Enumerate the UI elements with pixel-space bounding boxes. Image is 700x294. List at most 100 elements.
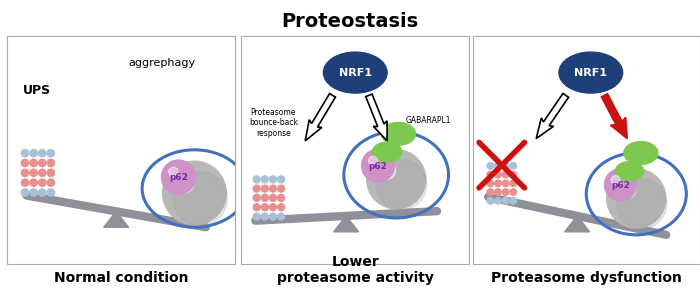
Text: aggrephagy: aggrephagy: [128, 59, 195, 69]
Circle shape: [22, 159, 29, 167]
Circle shape: [503, 198, 509, 204]
Circle shape: [253, 194, 260, 201]
Circle shape: [503, 189, 509, 195]
Circle shape: [495, 180, 501, 187]
Circle shape: [47, 169, 55, 176]
Circle shape: [47, 189, 55, 196]
Text: p62: p62: [369, 162, 387, 171]
Ellipse shape: [615, 162, 643, 181]
Circle shape: [377, 159, 427, 210]
Circle shape: [261, 213, 268, 220]
FancyArrow shape: [601, 94, 627, 138]
Circle shape: [173, 172, 228, 226]
Circle shape: [503, 163, 509, 169]
Circle shape: [261, 176, 268, 183]
Circle shape: [22, 189, 29, 196]
Circle shape: [510, 163, 517, 169]
Circle shape: [270, 185, 276, 192]
Circle shape: [253, 204, 260, 211]
Polygon shape: [104, 211, 129, 227]
Circle shape: [169, 167, 178, 177]
FancyArrow shape: [365, 94, 387, 141]
Circle shape: [495, 198, 501, 204]
Circle shape: [261, 194, 268, 201]
Circle shape: [605, 169, 636, 201]
Circle shape: [38, 189, 46, 196]
Circle shape: [22, 169, 29, 176]
FancyArrow shape: [536, 93, 568, 138]
Text: NRF1: NRF1: [339, 68, 372, 78]
Text: Proteasome
bounce-back
response: Proteasome bounce-back response: [248, 108, 298, 138]
FancyArrow shape: [305, 93, 335, 141]
Circle shape: [495, 189, 501, 195]
Circle shape: [362, 149, 394, 182]
Circle shape: [270, 213, 276, 220]
Text: Proteostasis: Proteostasis: [281, 12, 419, 31]
Circle shape: [253, 213, 260, 220]
Circle shape: [22, 149, 29, 157]
Ellipse shape: [382, 122, 416, 145]
Text: Lower
proteasome activity: Lower proteasome activity: [276, 255, 434, 285]
Circle shape: [270, 176, 276, 183]
Circle shape: [30, 159, 37, 167]
Ellipse shape: [559, 52, 623, 93]
Circle shape: [487, 180, 494, 187]
Circle shape: [175, 174, 194, 193]
Circle shape: [487, 198, 494, 204]
Circle shape: [162, 160, 195, 194]
Circle shape: [378, 162, 395, 179]
Text: p62: p62: [169, 173, 188, 183]
Circle shape: [38, 149, 46, 157]
Circle shape: [510, 189, 517, 195]
Circle shape: [510, 180, 517, 187]
Circle shape: [253, 185, 260, 192]
Circle shape: [30, 189, 37, 196]
Circle shape: [367, 150, 426, 209]
Circle shape: [38, 159, 46, 167]
Polygon shape: [334, 216, 358, 232]
Circle shape: [278, 213, 285, 220]
Circle shape: [47, 179, 55, 186]
Ellipse shape: [624, 141, 658, 164]
Circle shape: [30, 179, 37, 186]
Circle shape: [278, 176, 285, 183]
Circle shape: [270, 194, 276, 201]
Circle shape: [30, 149, 37, 157]
Circle shape: [487, 189, 494, 195]
Circle shape: [38, 179, 46, 186]
Circle shape: [278, 194, 285, 201]
Circle shape: [278, 185, 285, 192]
Text: Normal condition: Normal condition: [53, 271, 188, 285]
Polygon shape: [565, 216, 589, 232]
Circle shape: [510, 171, 517, 178]
Circle shape: [617, 179, 667, 229]
Ellipse shape: [323, 52, 387, 93]
Circle shape: [495, 163, 501, 169]
Circle shape: [495, 171, 501, 178]
Text: UPS: UPS: [22, 84, 50, 97]
Circle shape: [30, 169, 37, 176]
Circle shape: [611, 176, 620, 184]
Circle shape: [47, 159, 55, 167]
Text: p62: p62: [611, 181, 630, 190]
Text: GABARAPL1: GABARAPL1: [405, 116, 451, 125]
Circle shape: [22, 179, 29, 186]
Circle shape: [261, 204, 268, 211]
Circle shape: [368, 156, 378, 165]
Circle shape: [261, 185, 268, 192]
Circle shape: [503, 171, 509, 178]
Circle shape: [162, 161, 226, 225]
Text: Proteasome dysfunction: Proteasome dysfunction: [491, 271, 682, 285]
Circle shape: [487, 163, 494, 169]
Circle shape: [38, 169, 46, 176]
Circle shape: [270, 204, 276, 211]
Circle shape: [618, 181, 636, 198]
Circle shape: [503, 180, 509, 187]
Circle shape: [487, 171, 494, 178]
Circle shape: [47, 149, 55, 157]
Circle shape: [510, 198, 517, 204]
Circle shape: [607, 169, 666, 228]
Circle shape: [278, 204, 285, 211]
Ellipse shape: [372, 142, 402, 162]
Text: NRF1: NRF1: [574, 68, 608, 78]
